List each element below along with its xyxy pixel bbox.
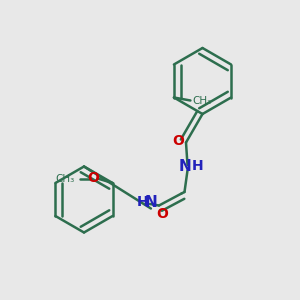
Text: CH₃: CH₃ xyxy=(56,173,75,184)
Text: O: O xyxy=(172,134,184,148)
Text: O: O xyxy=(87,172,99,185)
Text: H: H xyxy=(192,160,204,173)
Text: H: H xyxy=(137,196,148,209)
Text: N: N xyxy=(145,195,157,210)
Text: CH₃: CH₃ xyxy=(192,95,211,106)
Text: O: O xyxy=(156,208,168,221)
Text: N: N xyxy=(178,159,191,174)
